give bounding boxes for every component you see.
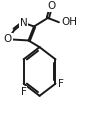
Text: OH: OH (61, 17, 77, 27)
Text: F: F (58, 79, 64, 89)
Text: N: N (20, 18, 27, 28)
Text: O: O (4, 34, 12, 44)
Text: F: F (21, 87, 27, 97)
Text: O: O (47, 1, 55, 11)
